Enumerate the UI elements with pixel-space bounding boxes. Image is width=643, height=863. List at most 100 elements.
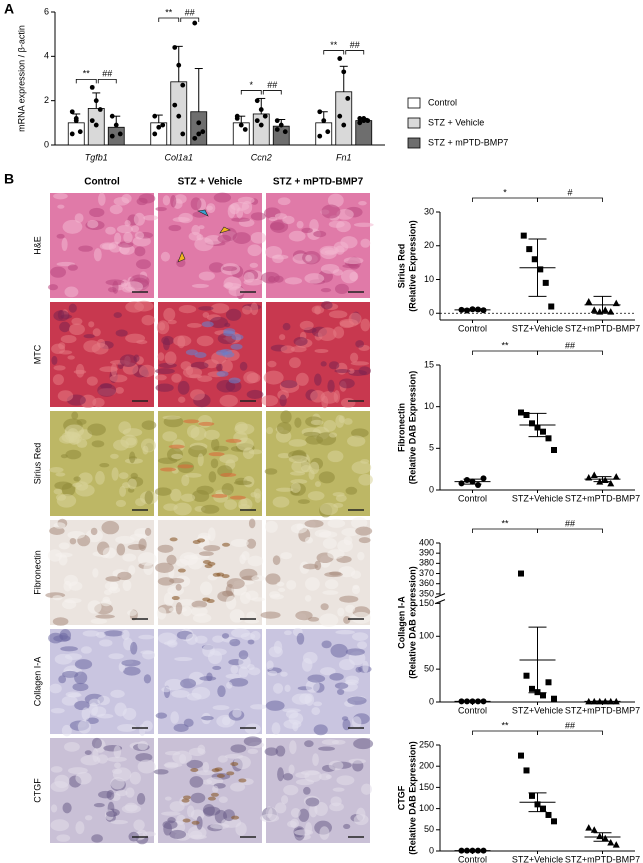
y-axis-label: Sirius Red — [396, 244, 406, 289]
arrow-marker — [177, 251, 186, 263]
significance-bracket — [537, 197, 603, 202]
tissue-texture — [230, 782, 246, 792]
tissue-texture — [122, 553, 137, 562]
tissue-texture — [231, 628, 250, 638]
tissue-texture — [109, 204, 123, 215]
x-tick-label: Tgfb1 — [85, 152, 108, 162]
tissue-texture — [50, 804, 58, 813]
tissue-texture — [51, 343, 66, 355]
significance-label: ## — [267, 80, 277, 90]
tissue-texture — [110, 453, 119, 459]
significance-bracket — [537, 528, 603, 533]
tissue-texture — [52, 595, 63, 601]
data-point — [545, 435, 552, 442]
data-point — [176, 113, 182, 119]
tissue-texture — [279, 394, 287, 407]
tissue-texture — [111, 467, 119, 481]
tissue-texture — [298, 808, 310, 822]
tissue-texture — [321, 640, 332, 649]
tissue-texture — [161, 811, 181, 816]
tissue-texture — [51, 355, 58, 366]
tissue-texture — [321, 301, 333, 310]
data-point — [518, 570, 524, 577]
data-point — [585, 824, 593, 831]
tissue-texture — [294, 829, 314, 836]
data-point — [97, 107, 103, 112]
tissue-texture — [161, 687, 171, 693]
tissue-texture — [157, 632, 177, 645]
tissue-texture — [118, 421, 132, 434]
tissue-texture — [217, 755, 228, 763]
y-tick-label: 4 — [44, 51, 49, 61]
tissue-texture — [103, 589, 113, 596]
tissue-texture — [136, 339, 148, 345]
tissue-texture — [242, 447, 255, 460]
tissue-texture — [340, 397, 356, 408]
tissue-texture — [327, 450, 344, 463]
significance-bracket — [537, 730, 603, 735]
significance-label: # — [567, 187, 572, 197]
tissue-texture — [61, 482, 76, 497]
data-point — [523, 767, 530, 774]
significance-bracket — [472, 350, 538, 355]
tissue-texture — [246, 611, 257, 621]
tissue-texture — [108, 653, 124, 660]
tissue-texture — [91, 834, 103, 843]
y-tick-label: 0 — [44, 139, 49, 149]
tissue-texture — [280, 345, 295, 354]
tissue-texture — [200, 504, 220, 514]
data-point — [612, 841, 620, 848]
tissue-texture — [230, 665, 239, 674]
tissue-texture — [212, 785, 219, 793]
legend-swatch — [407, 97, 421, 109]
tissue-texture — [314, 481, 321, 487]
tissue-texture — [191, 224, 201, 236]
tissue-texture — [319, 667, 336, 676]
tissue-texture — [155, 374, 167, 381]
tissue-texture — [328, 432, 338, 438]
tissue-texture — [222, 542, 231, 547]
tissue-texture — [81, 707, 91, 721]
tissue-texture — [99, 462, 110, 468]
data-point — [254, 118, 260, 124]
tissue-texture — [246, 389, 264, 399]
tissue-texture — [87, 219, 99, 229]
tissue-texture — [250, 491, 258, 498]
significance-bracket — [240, 90, 262, 95]
significance-bracket — [472, 528, 538, 533]
tissue-texture — [78, 245, 93, 252]
x-tick-label: Control — [458, 705, 487, 715]
tissue-texture — [47, 284, 59, 291]
tissue-texture — [229, 677, 249, 687]
tissue-texture — [129, 451, 136, 464]
tissue-texture — [260, 611, 281, 619]
tissue-texture — [282, 215, 295, 225]
data-point — [325, 129, 331, 135]
tissue-texture — [144, 490, 154, 505]
tissue-texture — [278, 587, 286, 592]
tissue-texture — [195, 770, 215, 776]
tissue-texture — [163, 503, 178, 511]
tissue-texture — [99, 242, 117, 250]
tissue-texture — [307, 674, 326, 683]
tissue-texture — [68, 581, 83, 591]
data-point — [69, 109, 75, 115]
data-point — [601, 306, 609, 313]
data-point — [518, 409, 524, 416]
tissue-texture — [238, 666, 249, 678]
tissue-texture — [60, 334, 77, 344]
y-tick-label: 390 — [419, 548, 434, 558]
significance-bracket — [472, 730, 538, 735]
significance-label: ## — [565, 720, 575, 730]
bar — [252, 113, 270, 146]
tissue-texture — [343, 823, 351, 830]
tissue-texture — [99, 639, 113, 647]
data-point — [242, 127, 248, 132]
tissue-texture — [299, 320, 314, 331]
tissue-texture — [64, 286, 79, 298]
tissue-texture — [183, 554, 199, 560]
data-point — [274, 118, 280, 124]
tissue-texture — [224, 499, 238, 510]
tissue-texture — [53, 522, 66, 529]
tissue-texture — [307, 491, 325, 501]
